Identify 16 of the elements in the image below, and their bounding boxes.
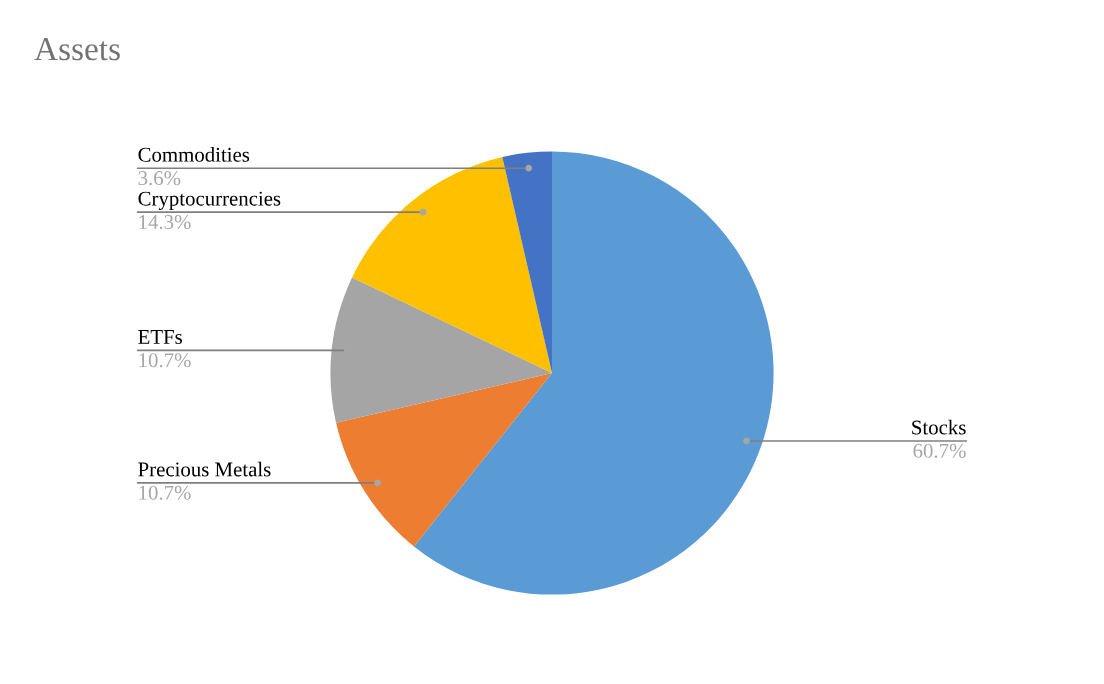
pie-slice: [330, 277, 552, 423]
pie-slice: [413, 151, 774, 595]
slice-label: Commodities: [138, 147, 250, 162]
pie-slice: [336, 373, 552, 547]
pie-slice: [352, 157, 552, 373]
data-label: 10.7%: [139, 353, 191, 368]
slice-label: Stocks: [912, 419, 966, 435]
data-label: 3.6%: [138, 171, 181, 186]
slice-label: ETFs: [138, 330, 182, 344]
data-label: 60.7%: [913, 443, 966, 458]
chart-title: Assets: [34, 38, 120, 61]
pie-slice: [502, 151, 552, 373]
slice-label: Cryptocurrencies: [138, 191, 281, 210]
data-label: 10.7%: [139, 485, 191, 500]
data-label: 14.3%: [139, 214, 191, 230]
slice-label: Precious Metals: [138, 461, 271, 477]
